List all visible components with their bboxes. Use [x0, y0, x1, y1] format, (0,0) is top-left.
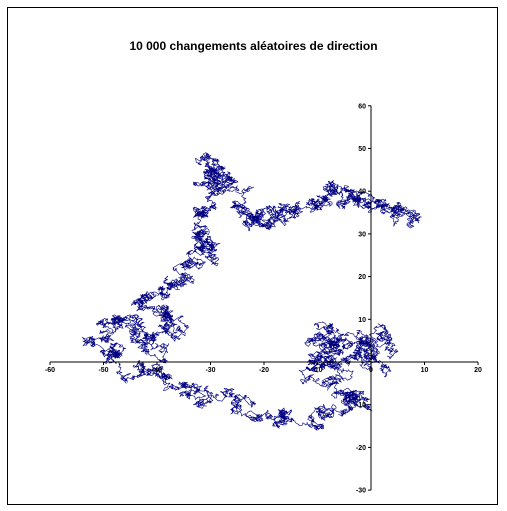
chart-frame — [7, 7, 498, 505]
random-walk-layer — [82, 152, 422, 431]
x-tick-label: -20 — [259, 367, 269, 374]
y-tick-label: -30 — [356, 488, 366, 495]
x-tick-label: 20 — [474, 367, 482, 374]
chart-title: 10 000 changements aléatoires de directi… — [129, 39, 378, 53]
x-tick-label: -10 — [312, 367, 322, 374]
x-tick-label: -50 — [98, 367, 108, 374]
y-tick-label: 40 — [358, 189, 366, 196]
random-walk-line — [82, 152, 422, 431]
x-tick-label: 0 — [369, 367, 373, 374]
y-tick-label: -20 — [356, 445, 366, 452]
y-tick-label: 20 — [358, 274, 366, 281]
y-tick-label: -10 — [356, 402, 366, 409]
axes: -60 -50 -40 -30 -20 -10 0 10 20 -30 -20 -10 10 20 30 40… — [45, 103, 482, 494]
x-tick-label: -30 — [205, 367, 215, 374]
y-tick-label: 10 — [358, 317, 366, 324]
y-tick-label: 30 — [358, 231, 366, 238]
y-tick-label: 60 — [358, 103, 366, 110]
x-tick-label: -40 — [152, 367, 162, 374]
x-tick-label: 10 — [421, 367, 429, 374]
x-tick-label: -60 — [45, 367, 55, 374]
y-tick-label: 50 — [358, 146, 366, 153]
